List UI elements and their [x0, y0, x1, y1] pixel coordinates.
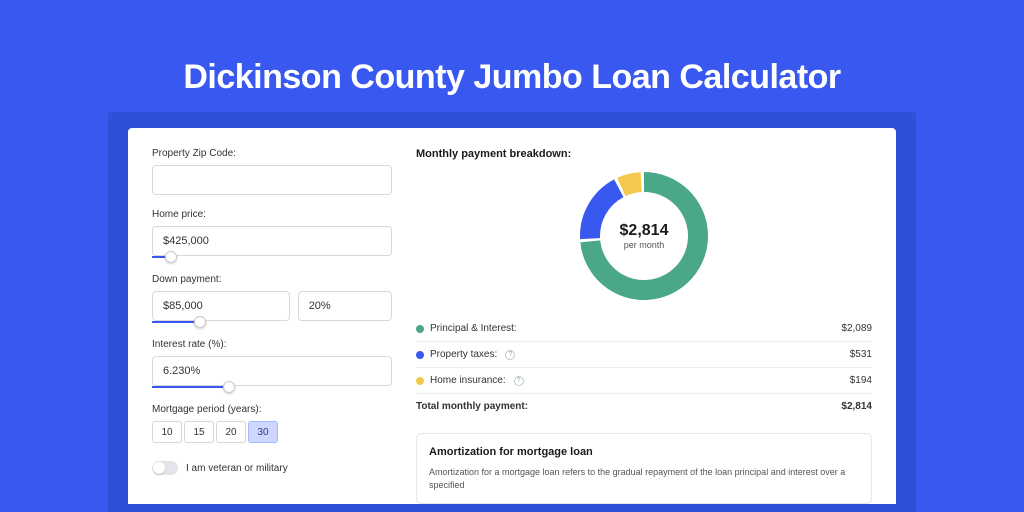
mortgage-period-field-group: Mortgage period (years): 10152030: [152, 404, 392, 443]
legend-dot: [416, 325, 424, 333]
help-icon[interactable]: ?: [514, 376, 524, 386]
page-title: Dickinson County Jumbo Loan Calculator: [0, 0, 1024, 97]
down-payment-slider[interactable]: [152, 319, 392, 325]
zip-label: Property Zip Code:: [152, 148, 392, 159]
donut-sub: per month: [620, 240, 669, 250]
mortgage-period-buttons: 10152030: [152, 421, 392, 443]
donut-center: $2,814 per month: [620, 222, 669, 250]
veteran-label: I am veteran or military: [186, 463, 288, 474]
legend-dot: [416, 377, 424, 385]
interest-rate-label: Interest rate (%):: [152, 339, 392, 350]
amortization-text: Amortization for a mortgage loan refers …: [429, 466, 859, 491]
breakdown-title: Monthly payment breakdown:: [416, 148, 872, 160]
interest-rate-field-group: Interest rate (%):: [152, 339, 392, 390]
home-price-input[interactable]: [152, 226, 392, 256]
legend-value: $531: [850, 349, 872, 360]
down-payment-amount-input[interactable]: [152, 291, 290, 321]
legend-row: Property taxes:? $531: [416, 342, 872, 368]
calculator-panel: Property Zip Code: Home price: Down paym…: [128, 128, 896, 504]
zip-field-group: Property Zip Code:: [152, 148, 392, 195]
inputs-column: Property Zip Code: Home price: Down paym…: [152, 148, 392, 504]
down-payment-percent-input[interactable]: [298, 291, 392, 321]
legend-value: $194: [850, 375, 872, 386]
period-button-20[interactable]: 20: [216, 421, 246, 443]
legend-row: Home insurance:? $194: [416, 368, 872, 394]
legend-total-value: $2,814: [841, 401, 872, 412]
down-payment-label: Down payment:: [152, 274, 392, 285]
down-payment-field-group: Down payment:: [152, 274, 392, 325]
donut-amount: $2,814: [620, 222, 669, 240]
legend-total-row: Total monthly payment: $2,814: [416, 394, 872, 419]
veteran-toggle-row: I am veteran or military: [152, 461, 392, 475]
legend-label: Principal & Interest:: [430, 323, 517, 334]
veteran-toggle[interactable]: [152, 461, 178, 475]
amortization-title: Amortization for mortgage loan: [429, 446, 859, 458]
legend: Principal & Interest: $2,089 Property taxe…: [416, 316, 872, 419]
legend-value: $2,089: [841, 323, 872, 334]
legend-label: Home insurance:: [430, 375, 506, 386]
home-price-slider[interactable]: [152, 254, 392, 260]
donut-chart-wrap: $2,814 per month: [416, 172, 872, 300]
period-button-10[interactable]: 10: [152, 421, 182, 443]
home-price-field-group: Home price:: [152, 209, 392, 260]
interest-rate-slider[interactable]: [152, 384, 392, 390]
donut-segment: [621, 182, 641, 187]
zip-input[interactable]: [152, 165, 392, 195]
donut-segment: [590, 188, 619, 238]
legend-row: Principal & Interest: $2,089: [416, 316, 872, 342]
toggle-knob: [153, 462, 165, 474]
home-price-label: Home price:: [152, 209, 392, 220]
legend-total-label: Total monthly payment:: [416, 401, 528, 412]
breakdown-column: Monthly payment breakdown: $2,814 per mo…: [416, 148, 872, 504]
amortization-card: Amortization for mortgage loan Amortizat…: [416, 433, 872, 504]
period-button-30[interactable]: 30: [248, 421, 278, 443]
legend-label: Property taxes:: [430, 349, 497, 360]
help-icon[interactable]: ?: [505, 350, 515, 360]
period-button-15[interactable]: 15: [184, 421, 214, 443]
legend-dot: [416, 351, 424, 359]
interest-rate-input[interactable]: [152, 356, 392, 386]
mortgage-period-label: Mortgage period (years):: [152, 404, 392, 415]
